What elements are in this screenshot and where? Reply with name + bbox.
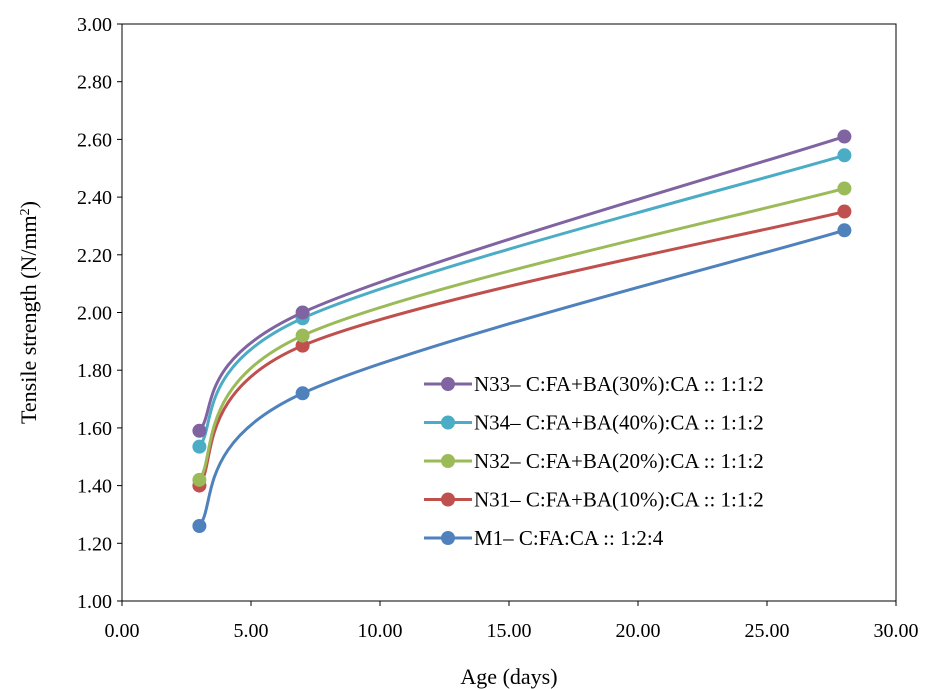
y-tick-label: 2.20 xyxy=(77,245,112,267)
y-axis: 1.00 1.20 1.40 1.60 1.80 2.00 2.20 2.40 2.60 2.80… xyxy=(77,14,122,613)
series-line xyxy=(198,135,845,432)
y-tick-label: 1.80 xyxy=(77,360,112,382)
legend-marker xyxy=(441,531,455,545)
x-tick-label: 20.00 xyxy=(616,620,661,642)
legend-entry: N34– C:FA+BA(40%):CA :: 1:1:2 xyxy=(424,411,764,435)
y-axis-title-superscript: 2 xyxy=(18,208,33,215)
data-point xyxy=(192,423,207,438)
legend-marker xyxy=(441,415,455,430)
y-axis-title: Tensile strength (N/mm2) xyxy=(16,201,41,424)
legend-marker xyxy=(441,377,455,391)
y-tick-label: 1.00 xyxy=(77,591,112,613)
data-point xyxy=(295,328,310,343)
y-tick-label: 1.40 xyxy=(77,476,112,498)
data-point xyxy=(192,518,207,533)
legend-label: N32– C:FA+BA(20%):CA :: 1:1:2 xyxy=(474,449,764,473)
x-axis-title: Age (days) xyxy=(460,664,557,689)
legend-label: N34– C:FA+BA(40%):CA :: 1:1:2 xyxy=(474,411,764,435)
series-2 xyxy=(192,181,852,487)
y-tick-label: 2.80 xyxy=(77,72,112,94)
series-line xyxy=(198,186,845,481)
data-point xyxy=(837,129,852,144)
y-tick-label: 1.60 xyxy=(77,418,112,440)
series-line xyxy=(198,210,845,487)
data-point xyxy=(295,338,310,353)
series-layer xyxy=(192,129,852,533)
legend-label: M1– C:FA:CA :: 1:2:4 xyxy=(474,526,664,550)
legend-entry: N33– C:FA+BA(30%):CA :: 1:1:2 xyxy=(424,372,764,396)
x-tick-label: 5.00 xyxy=(234,620,269,642)
series-line xyxy=(198,228,845,527)
data-point xyxy=(295,386,310,401)
y-tick-label: 2.00 xyxy=(77,303,112,325)
data-point xyxy=(837,223,852,238)
series-3 xyxy=(192,204,852,493)
data-point xyxy=(837,204,852,219)
plot-area xyxy=(121,23,897,602)
y-axis-title-main: Tensile strength (N/mm xyxy=(16,215,41,424)
x-tick-label: 25.00 xyxy=(745,620,790,642)
x-tick-label: 0.00 xyxy=(105,620,140,642)
y-axis-title-tail: ) xyxy=(16,201,41,208)
series-line xyxy=(198,153,845,448)
x-tick-label: 10.00 xyxy=(358,620,403,642)
y-tick-label: 2.40 xyxy=(77,187,112,209)
plot-frame xyxy=(121,23,897,602)
legend-entry: N31– C:FA+BA(10%):CA :: 1:1:2 xyxy=(424,488,764,512)
series-0 xyxy=(192,129,852,438)
data-point xyxy=(295,305,310,320)
y-tick-label: 3.00 xyxy=(77,14,112,36)
series-1 xyxy=(192,148,852,454)
legend-marker xyxy=(441,492,455,507)
data-point xyxy=(192,439,207,454)
x-tick-label: 30.00 xyxy=(874,620,919,642)
legend-label: N31– C:FA+BA(10%):CA :: 1:1:2 xyxy=(474,488,764,512)
legend-entry: N32– C:FA+BA(20%):CA :: 1:1:2 xyxy=(424,449,764,473)
y-tick-label: 1.20 xyxy=(77,533,112,555)
legend-label: N33– C:FA+BA(30%):CA :: 1:1:2 xyxy=(474,372,764,396)
y-tick-label: 2.60 xyxy=(77,129,112,151)
legend-marker xyxy=(441,454,455,468)
data-point xyxy=(192,472,207,487)
x-axis: 0.00 5.00 10.00 15.00 20.00 25.00 30.00 xyxy=(105,601,919,642)
data-point xyxy=(837,181,852,196)
legend-entry: M1– C:FA:CA :: 1:2:4 xyxy=(424,526,664,550)
series-4 xyxy=(192,223,852,533)
data-point xyxy=(837,148,852,163)
x-tick-label: 15.00 xyxy=(487,620,532,642)
